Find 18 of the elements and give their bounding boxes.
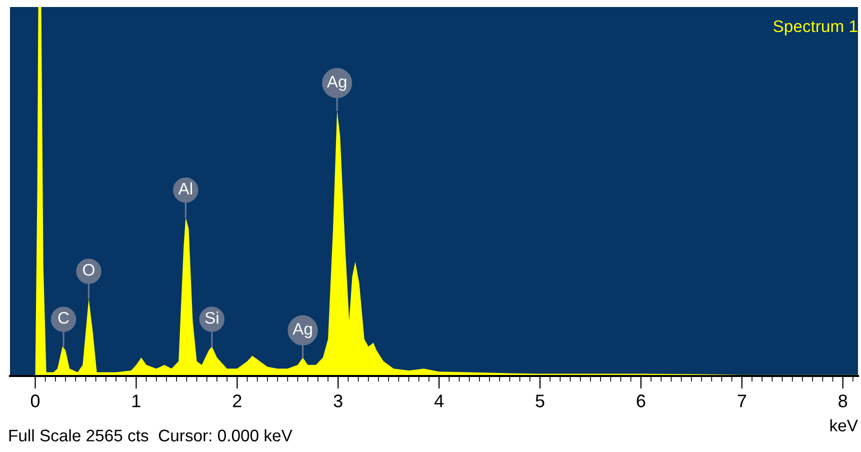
x-tick-label: 4 xyxy=(434,394,444,408)
x-tick-label: 5 xyxy=(536,394,544,408)
text: Spectrum 1 xyxy=(774,20,858,36)
x-tick-label: 6 xyxy=(636,394,646,408)
annotation: Ag xyxy=(326,76,346,91)
annotation: Al xyxy=(178,182,192,194)
text: Full Scale 2565 cts Cursor: 0.000 keV xyxy=(9,429,292,442)
annotation: Si xyxy=(205,312,218,324)
x-tick-label: 8 xyxy=(838,394,848,408)
annotation: O xyxy=(83,264,94,276)
x-tick-label: 1 xyxy=(132,394,140,408)
x-tick-label: 2 xyxy=(233,394,242,408)
x-axis-title: keV xyxy=(830,419,858,432)
annotation: C xyxy=(58,312,69,324)
x-tick-label: 3 xyxy=(334,394,342,408)
x-tick-label: 7 xyxy=(738,394,746,408)
annotation: Ag xyxy=(292,323,312,338)
x-tick-label: 0 xyxy=(30,394,40,408)
